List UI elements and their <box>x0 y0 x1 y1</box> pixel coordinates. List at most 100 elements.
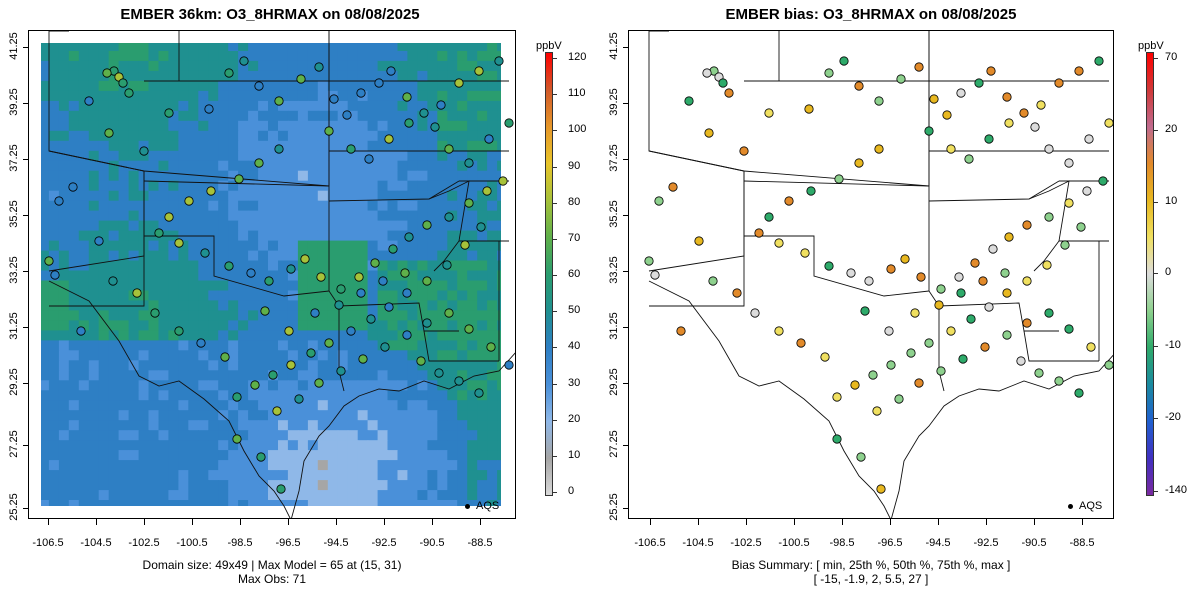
model-cell <box>417 420 428 431</box>
aqs-site-marker <box>404 232 414 242</box>
aqs-site-marker <box>494 56 504 66</box>
model-cell <box>317 190 329 202</box>
model-cell <box>88 320 100 331</box>
model-cell <box>68 340 80 351</box>
model-cell <box>357 380 369 391</box>
model-cell <box>477 200 488 212</box>
model-cell <box>128 350 140 361</box>
model-cell <box>467 180 478 192</box>
aqs-site-marker <box>102 68 112 78</box>
model-cell <box>297 380 309 391</box>
model-cell <box>88 210 100 222</box>
model-cell <box>307 360 319 371</box>
model-cell <box>238 220 249 232</box>
model-map[interactable] <box>28 30 516 519</box>
model-cell <box>387 410 399 421</box>
model-cell <box>487 60 498 72</box>
model-cell <box>228 80 239 92</box>
model-cell <box>307 430 319 441</box>
model-cell <box>347 51 359 62</box>
model-cell <box>118 460 130 471</box>
model-cell <box>108 260 120 272</box>
model-cell <box>98 210 110 222</box>
coastline <box>648 280 1113 518</box>
model-cell <box>68 380 80 391</box>
model-cell <box>447 330 458 341</box>
model-cell <box>118 250 130 262</box>
model-cell <box>238 80 249 92</box>
model-cell <box>387 230 399 242</box>
model-cell <box>397 440 409 451</box>
model-cell <box>68 240 80 252</box>
model-cell <box>297 500 309 511</box>
bias-map[interactable] <box>628 30 1114 519</box>
aqs-site-marker <box>906 348 916 358</box>
model-cell <box>377 380 389 391</box>
model-cell <box>248 110 259 122</box>
model-cell <box>447 230 458 242</box>
model-cell <box>58 370 70 381</box>
model-cell <box>437 120 448 132</box>
model-cell <box>68 460 80 471</box>
model-cell <box>68 80 80 92</box>
model-cell <box>118 410 130 421</box>
model-cell <box>357 140 369 152</box>
model-cell <box>118 140 130 152</box>
model-cell <box>437 420 448 431</box>
y-tick-mark <box>23 508 28 509</box>
model-cell <box>268 450 279 461</box>
model-cell <box>228 140 239 152</box>
model-cell <box>307 90 319 102</box>
aqs-site-marker <box>978 276 988 286</box>
model-cell <box>68 120 80 132</box>
model-cell <box>238 310 249 321</box>
model-cell <box>477 51 488 62</box>
model-cell <box>268 310 279 321</box>
model-cell <box>158 140 170 152</box>
model-cell <box>138 150 150 162</box>
aqs-site-marker <box>1054 376 1064 386</box>
model-cell <box>407 250 418 262</box>
model-cell <box>158 170 170 182</box>
model-cell <box>68 440 80 451</box>
model-cell <box>278 280 289 292</box>
model-cell <box>417 41 428 52</box>
model-cell <box>487 110 498 122</box>
model-cell <box>39 430 50 441</box>
model-cell <box>387 380 399 391</box>
model-cell <box>78 100 90 112</box>
model-cell <box>78 340 90 351</box>
model-cell <box>228 330 239 341</box>
model-cell <box>467 250 478 262</box>
model-cell <box>377 460 389 471</box>
model-cell <box>138 70 150 82</box>
model-cell <box>208 290 219 302</box>
model-cell <box>327 51 339 62</box>
model-cell <box>228 41 239 52</box>
model-cell <box>198 110 209 122</box>
model-cell <box>108 270 120 282</box>
model-cell <box>467 240 478 252</box>
model-cell <box>278 360 289 371</box>
model-cell <box>367 460 379 471</box>
model-cell <box>347 320 359 331</box>
model-cell <box>178 280 189 292</box>
aqs-site-marker <box>1064 158 1074 168</box>
model-cell <box>39 360 50 371</box>
model-cell <box>278 390 289 401</box>
model-cell <box>218 51 229 62</box>
y-tick-mark <box>623 327 628 328</box>
model-cell <box>168 370 179 381</box>
model-cell <box>327 200 339 212</box>
model-cell <box>268 70 279 82</box>
model-cell <box>178 370 189 381</box>
model-cell <box>427 320 438 331</box>
model-cell <box>337 51 349 62</box>
model-cell <box>367 240 379 252</box>
model-cell <box>367 500 379 511</box>
model-cell <box>218 70 229 82</box>
model-cell <box>48 110 60 122</box>
model-cell <box>178 390 189 401</box>
model-cell <box>387 41 399 52</box>
model-cell <box>467 290 478 302</box>
